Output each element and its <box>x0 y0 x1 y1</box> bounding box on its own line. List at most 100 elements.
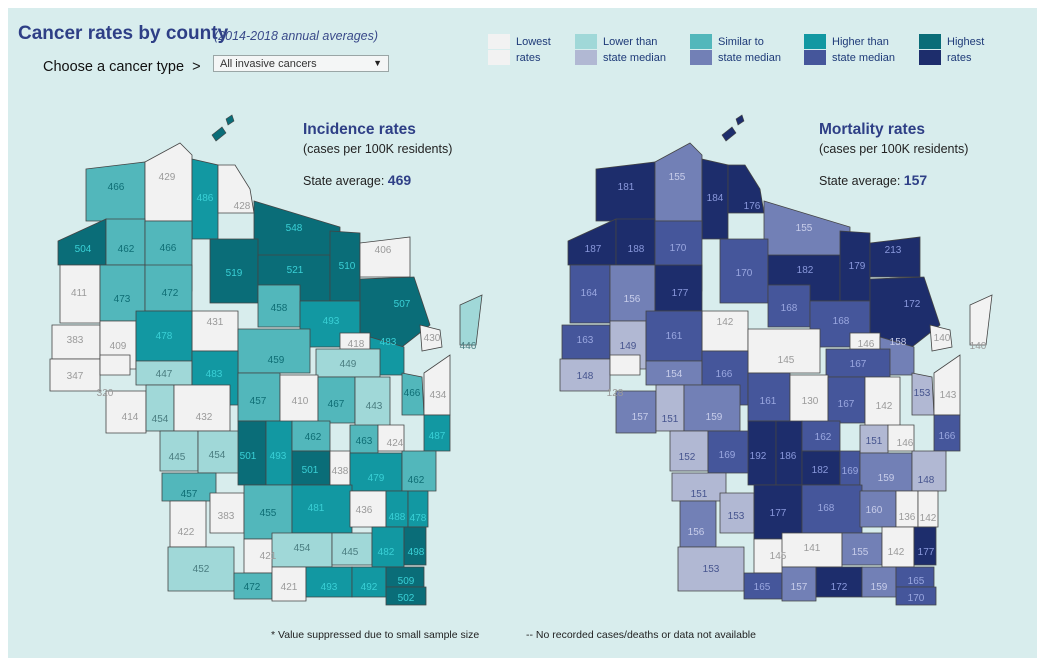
incidence-county-value: 436 <box>356 505 373 516</box>
mortality-county[interactable] <box>869 276 941 348</box>
legend-label-line2: state median <box>832 52 895 64</box>
incidence-county-value: 429 <box>159 172 176 183</box>
incidence-county-value: 466 <box>160 243 177 254</box>
incidence-county-value: 466 <box>404 388 421 399</box>
mortality-island <box>735 114 745 126</box>
incidence-county[interactable] <box>423 354 451 416</box>
mortality-county-value: 186 <box>780 451 797 462</box>
dropdown-caret-icon: ▼ <box>373 58 382 68</box>
mortality-county-value: 142 <box>876 401 893 412</box>
incidence-county-value: 463 <box>356 436 373 447</box>
mortality-county[interactable] <box>727 164 765 214</box>
mortality-county[interactable] <box>615 218 656 266</box>
mortality-county-value: 167 <box>838 399 855 410</box>
mortality-county[interactable] <box>747 328 821 374</box>
mortality-county-value: 156 <box>688 527 705 538</box>
incidence-avg-value: 469 <box>387 172 412 188</box>
mortality-county-value: 164 <box>581 288 598 299</box>
mortality-county-value: 184 <box>707 193 724 204</box>
incidence-county-value: 443 <box>366 401 383 412</box>
mortality-county[interactable] <box>609 354 641 376</box>
incidence-county-value: 473 <box>114 294 131 305</box>
mortality-county-value: 140 <box>934 333 951 344</box>
incidence-county[interactable] <box>349 452 403 492</box>
mortality-county[interactable] <box>669 430 709 472</box>
incidence-county-value: 479 <box>368 473 385 484</box>
mortality-county-value: 142 <box>920 513 937 524</box>
incidence-county[interactable] <box>217 164 255 214</box>
mortality-county-value: 142 <box>717 317 734 328</box>
legend-label-line2: rates <box>516 52 541 64</box>
incidence-county[interactable] <box>105 218 146 266</box>
incidence-county[interactable] <box>105 390 147 434</box>
incidence-county[interactable] <box>359 276 431 348</box>
legend-label: Lower than state median <box>603 34 666 66</box>
cancer-type-select[interactable]: All invasive cancers ▼ <box>213 55 389 72</box>
incidence-county-value: 493 <box>270 451 287 462</box>
legend-label-line1: Lower than <box>603 36 658 48</box>
mortality-county[interactable] <box>559 358 611 392</box>
incidence-county-value: 486 <box>197 193 214 204</box>
incidence-county-value: 507 <box>394 299 411 310</box>
legend-label: Highest rates <box>947 34 984 66</box>
mortality-county-value: 155 <box>852 547 869 558</box>
incidence-county-value: 438 <box>332 466 349 477</box>
mortality-county[interactable] <box>933 354 961 416</box>
mortality-county[interactable] <box>615 390 657 434</box>
legend-label: Higher than state median <box>832 34 895 66</box>
mortality-county[interactable] <box>781 566 817 602</box>
incidence-county[interactable] <box>99 354 131 376</box>
incidence-county-value: 472 <box>244 582 261 593</box>
incidence-county-value: 452 <box>193 564 210 575</box>
incidence-county-value: 472 <box>162 288 179 299</box>
incidence-county[interactable] <box>407 490 429 528</box>
mortality-county[interactable] <box>683 384 741 432</box>
mortality-county-value: 156 <box>624 294 641 305</box>
incidence-county[interactable] <box>169 500 207 548</box>
incidence-county-value: 501 <box>240 451 257 462</box>
incidence-county[interactable] <box>423 414 451 452</box>
incidence-county-value: 410 <box>292 396 309 407</box>
mortality-county-value: 151 <box>866 436 883 447</box>
incidence-county[interactable] <box>237 328 311 374</box>
legend-swatch-incidence <box>690 34 712 49</box>
incidence-county[interactable] <box>57 218 107 266</box>
mortality-county-value: 159 <box>871 582 888 593</box>
mortality-county[interactable] <box>929 324 953 352</box>
mortality-county[interactable] <box>913 526 937 566</box>
incidence-county-value: 449 <box>340 359 357 370</box>
mortality-county[interactable] <box>933 414 961 452</box>
mortality-county[interactable] <box>917 490 939 528</box>
incidence-counties <box>49 142 483 606</box>
mortality-county-value: 168 <box>781 303 798 314</box>
incidence-county[interactable] <box>419 324 443 352</box>
mortality-county-value: 141 <box>804 543 821 554</box>
mortality-county-value: 146 <box>858 339 875 350</box>
incidence-county[interactable] <box>49 358 101 392</box>
incidence-title: Incidence rates <box>303 121 416 138</box>
mortality-county[interactable] <box>911 450 947 492</box>
incidence-county[interactable] <box>385 586 427 606</box>
mortality-map: 181 155 184 176 155 187 188 170 170 182 179 213 164 1… <box>559 114 993 606</box>
mortality-county[interactable] <box>859 452 913 492</box>
incidence-county-value: 411 <box>71 288 87 299</box>
incidence-county[interactable] <box>459 294 483 346</box>
incidence-county-value: 431 <box>207 317 224 328</box>
incidence-county-value: 434 <box>430 390 447 401</box>
mortality-county[interactable] <box>869 236 921 278</box>
mortality-county-value: 177 <box>672 288 689 299</box>
incidence-county[interactable] <box>403 526 427 566</box>
incidence-county[interactable] <box>173 384 231 432</box>
mortality-county[interactable] <box>679 500 717 548</box>
incidence-units: (cases per 100K residents) <box>303 142 453 156</box>
incidence-county[interactable] <box>401 450 437 492</box>
mortality-county[interactable] <box>969 294 993 346</box>
incidence-county[interactable] <box>271 566 307 602</box>
incidence-county[interactable] <box>159 430 199 472</box>
legend-label: Similar to state median <box>718 34 781 66</box>
mortality-county[interactable] <box>895 586 937 606</box>
incidence-county[interactable] <box>359 236 411 278</box>
incidence-county-value: 458 <box>271 303 288 314</box>
mortality-county[interactable] <box>567 218 617 266</box>
